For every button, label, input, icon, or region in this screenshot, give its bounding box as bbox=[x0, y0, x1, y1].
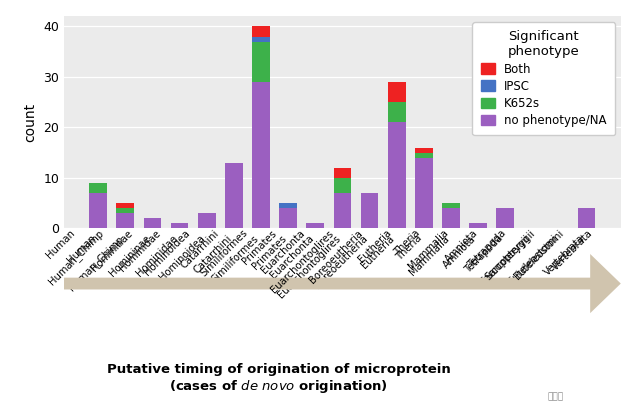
Text: Human_Chimp: Human_Chimp bbox=[47, 228, 106, 287]
Text: Human: Human bbox=[44, 228, 77, 260]
Text: (cases of $\it{de\ novo}$ origination): (cases of $\it{de\ novo}$ origination) bbox=[169, 378, 388, 395]
Bar bbox=[415, 153, 433, 158]
Text: Eutheria: Eutheria bbox=[356, 228, 393, 265]
Text: Euarchontoglires: Euarchontoglires bbox=[269, 228, 335, 295]
Text: Homininae: Homininae bbox=[89, 228, 134, 273]
Bar bbox=[116, 213, 134, 228]
Bar bbox=[279, 203, 297, 208]
Text: Primates: Primates bbox=[240, 228, 278, 266]
Bar bbox=[143, 218, 161, 228]
Text: Theria: Theria bbox=[392, 228, 422, 257]
Bar bbox=[497, 208, 514, 228]
Text: Mammalia: Mammalia bbox=[407, 228, 451, 272]
Bar bbox=[171, 224, 188, 228]
Text: Hominidae: Hominidae bbox=[118, 228, 163, 273]
Bar bbox=[333, 193, 351, 228]
Bar bbox=[388, 102, 406, 122]
Bar bbox=[252, 42, 270, 82]
Bar bbox=[252, 82, 270, 228]
Bar bbox=[279, 208, 297, 228]
Bar bbox=[198, 213, 216, 228]
Bar bbox=[252, 27, 270, 37]
Polygon shape bbox=[64, 254, 621, 313]
Text: Euarchonta: Euarchonta bbox=[259, 228, 307, 275]
Bar bbox=[361, 193, 378, 228]
Bar bbox=[116, 208, 134, 213]
Bar bbox=[469, 224, 487, 228]
Text: Vertebrata: Vertebrata bbox=[550, 228, 595, 273]
Bar bbox=[333, 168, 351, 178]
Text: Amniota: Amniota bbox=[443, 228, 479, 264]
Legend: Both, IPSC, K652s, no phenotype/NA: Both, IPSC, K652s, no phenotype/NA bbox=[472, 22, 615, 135]
Text: Hominoidea: Hominoidea bbox=[142, 228, 192, 277]
Bar bbox=[442, 203, 460, 208]
Text: 量子位: 量子位 bbox=[547, 392, 563, 401]
Text: Sarcopterygii: Sarcopterygii bbox=[483, 228, 537, 282]
Bar bbox=[442, 208, 460, 228]
Text: Catarrhini: Catarrhini bbox=[179, 228, 220, 270]
Text: Similiformes: Similiformes bbox=[198, 228, 249, 279]
Bar bbox=[388, 82, 406, 102]
Bar bbox=[415, 158, 433, 228]
Bar bbox=[578, 208, 595, 228]
Bar bbox=[116, 203, 134, 208]
Bar bbox=[307, 224, 324, 228]
Bar bbox=[90, 193, 107, 228]
Bar bbox=[252, 37, 270, 42]
Y-axis label: count: count bbox=[24, 103, 38, 142]
Text: (cases of de novo origination): (cases of de novo origination) bbox=[166, 380, 391, 393]
Text: Boreoeutheria: Boreoeutheria bbox=[307, 228, 364, 285]
Text: Putative timing of origination of microprotein: Putative timing of origination of microp… bbox=[106, 363, 451, 376]
Bar bbox=[225, 163, 243, 228]
Bar bbox=[415, 148, 433, 153]
Bar bbox=[90, 183, 107, 193]
Text: Tetrapoda: Tetrapoda bbox=[467, 228, 508, 270]
Text: Euteleostomi: Euteleostomi bbox=[513, 228, 566, 281]
Bar bbox=[388, 122, 406, 228]
Bar bbox=[333, 178, 351, 193]
